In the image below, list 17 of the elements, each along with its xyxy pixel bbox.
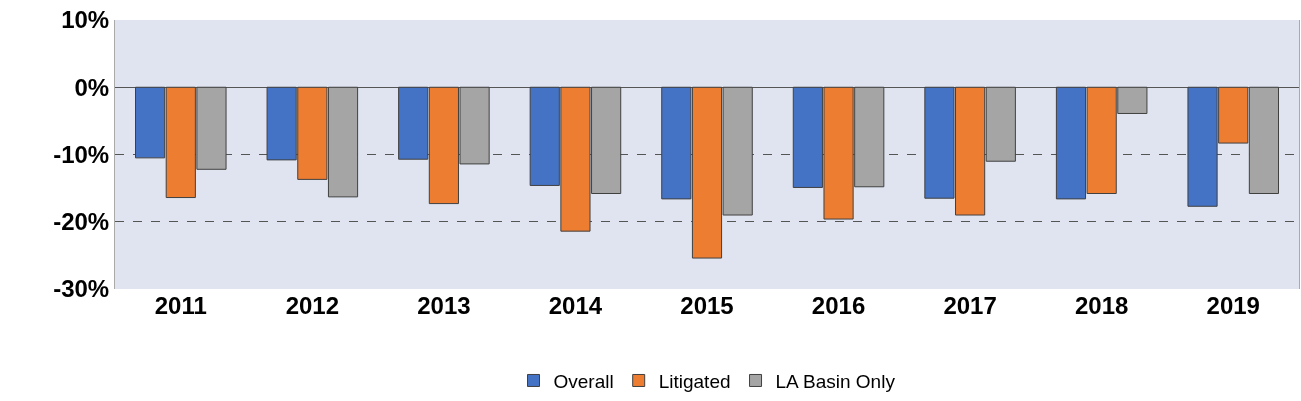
x-tick-label: 2011 — [154, 292, 207, 319]
x-tick-label: 2015 — [680, 292, 734, 319]
y-tick-label: 0% — [74, 73, 110, 101]
x-tick-label: 2017 — [943, 292, 997, 319]
x-tick-label: 2012 — [285, 292, 340, 319]
x-tick-label: 2018 — [1074, 292, 1129, 319]
x-tick-label: 2019 — [1206, 292, 1260, 319]
x-tick-label: 2013 — [417, 292, 471, 319]
legend-label: LA Basin Only — [775, 370, 896, 392]
legend-label: Litigated — [658, 370, 731, 392]
y-tick-label: 10% — [61, 6, 110, 34]
x-tick-label: 2014 — [548, 292, 603, 319]
legend-label: Overall — [553, 370, 614, 392]
y-tick-label: -30% — [53, 275, 110, 303]
x-tick-label: 2016 — [811, 292, 866, 319]
y-tick-label: -20% — [53, 208, 110, 236]
y-tick-label: -10% — [53, 140, 110, 168]
